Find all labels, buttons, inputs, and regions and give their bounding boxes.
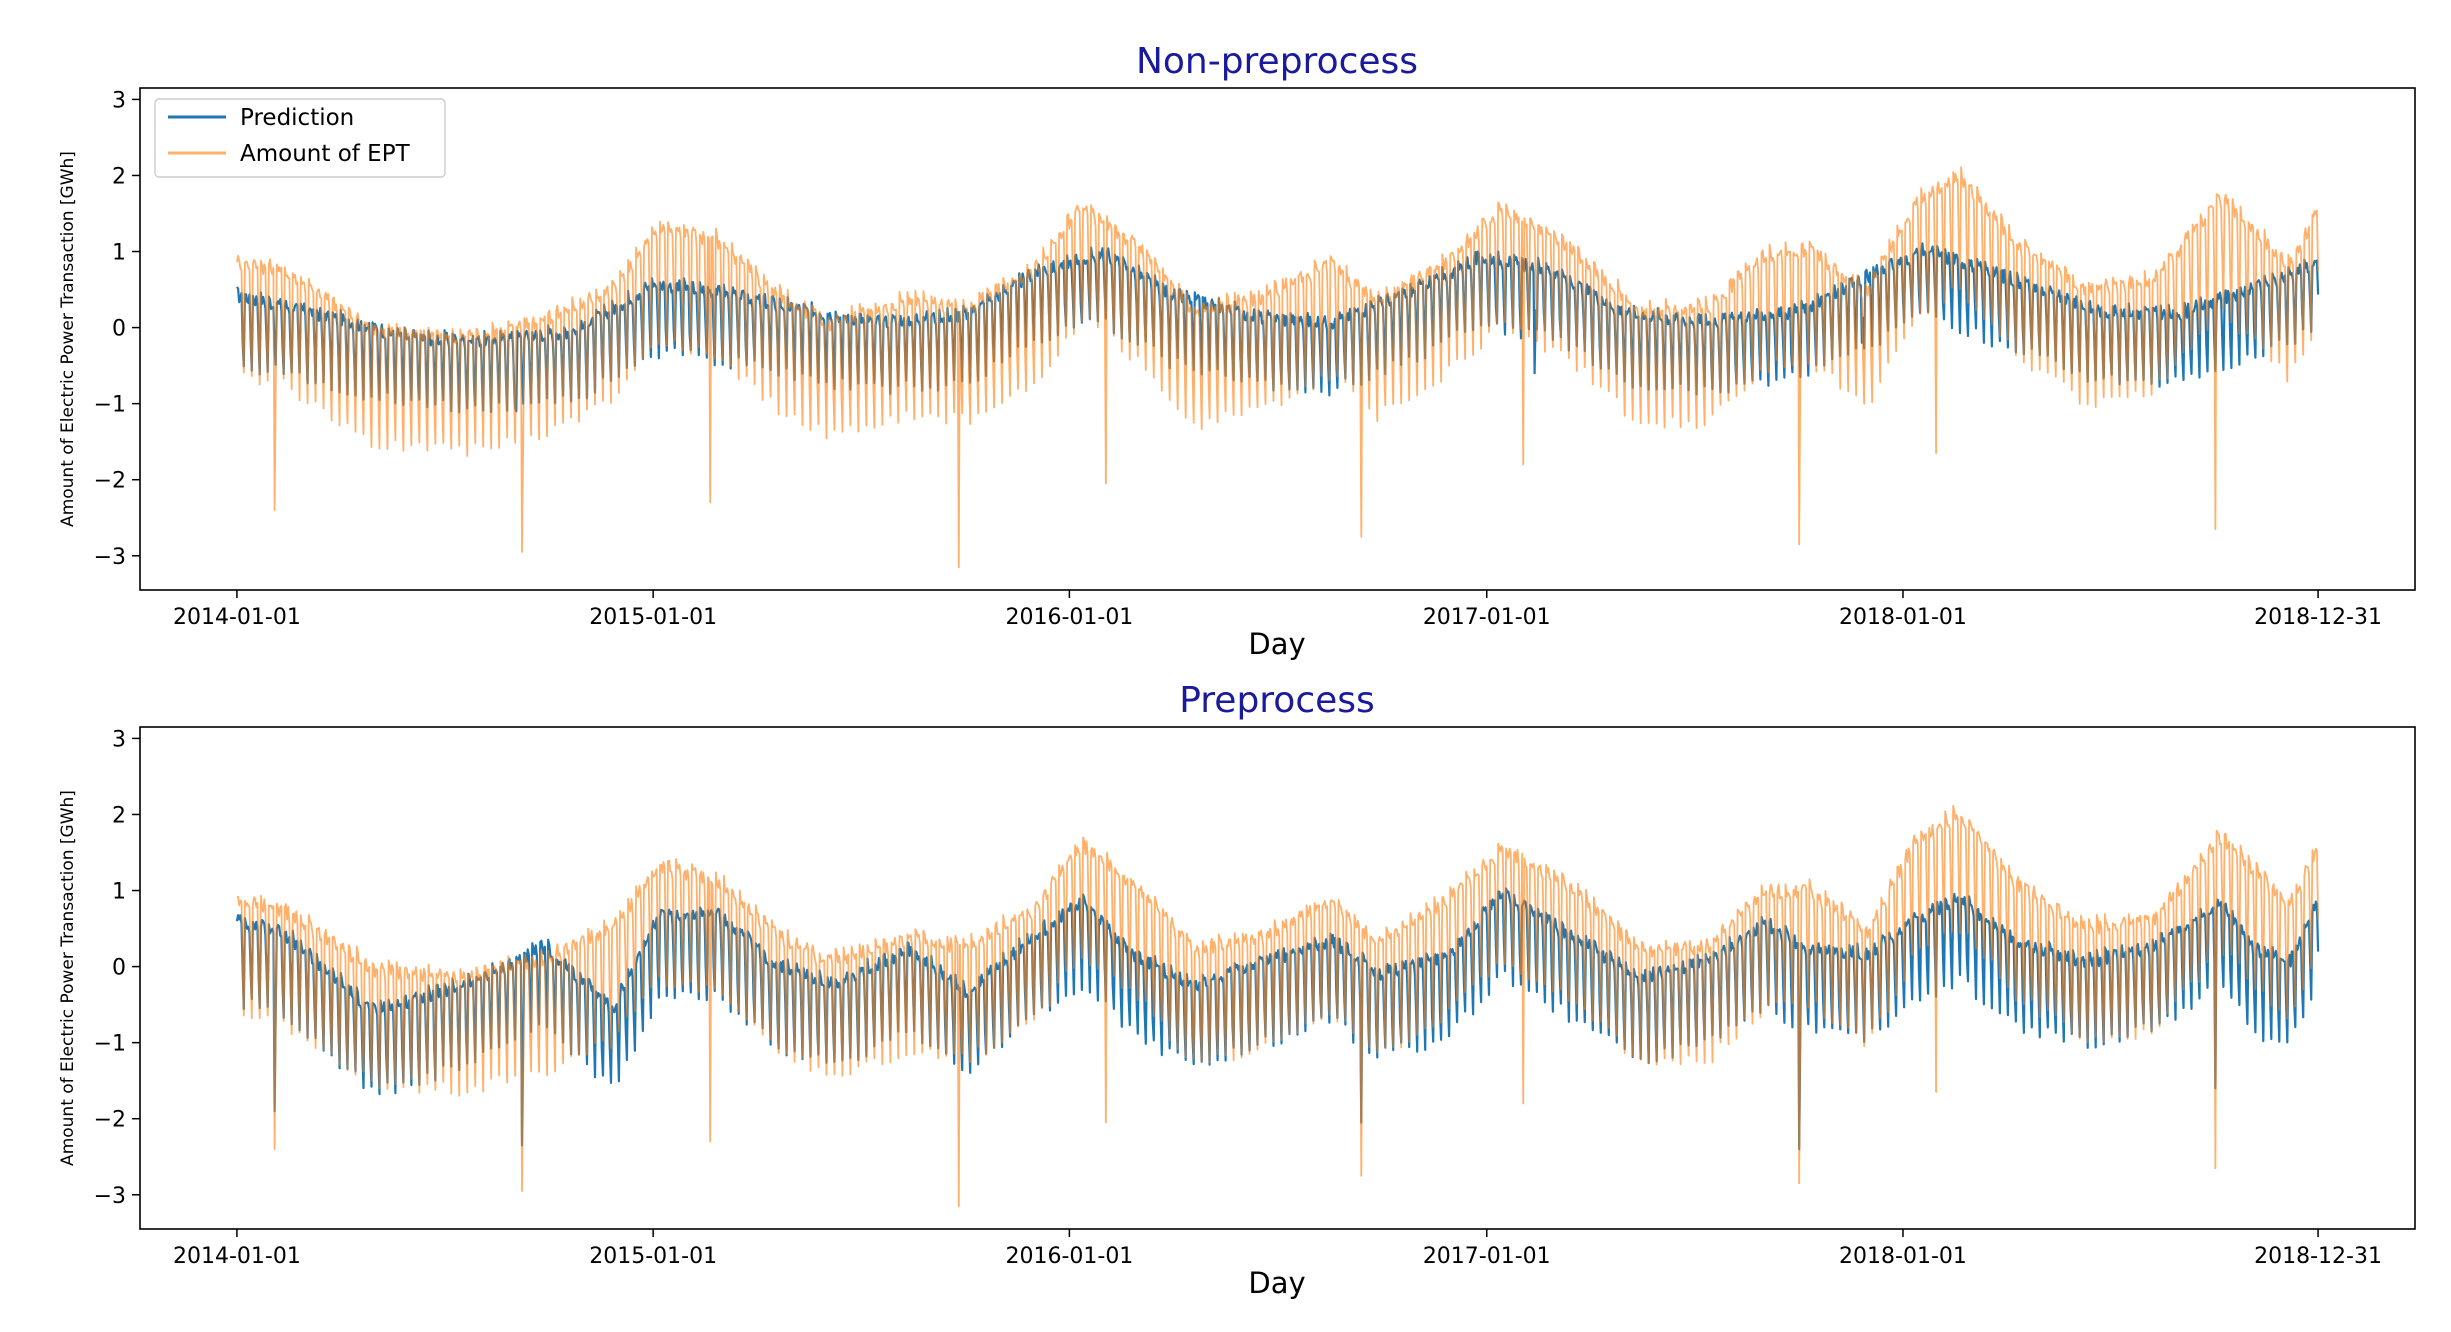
x-tick-label: 2014-01-01	[173, 1244, 301, 1269]
y-tick-label: 2	[112, 803, 126, 828]
legend-label-prediction: Prediction	[240, 105, 354, 131]
x-tick-label: 2016-01-01	[1005, 605, 1133, 630]
y-tick-label: 3	[112, 88, 126, 113]
chart-title: Non-preprocess	[1136, 41, 1418, 82]
x-tick-group: 2014-01-01 2015-01-01 2016-01-01 2017-01-01…	[173, 1229, 2382, 1269]
legend: Prediction Amount of EPT	[154, 98, 446, 178]
x-tick-label: 2018-12-31	[2254, 605, 2382, 630]
chart-non-preprocess: Non-preprocess 3 2 1 0 −1 −2 −3 2014-01-01 2015…	[58, 41, 2416, 661]
x-axis-title: Day	[1248, 1266, 1305, 1300]
y-tick-group: 3 2 1 0 −1 −2 −3	[94, 727, 140, 1209]
y-tick-label: 1	[112, 880, 126, 905]
y-axis-title: Amount of Electric Power Transaction [GW…	[58, 790, 78, 1166]
series-line-prediction	[236, 242, 2320, 414]
y-tick-label: 0	[112, 317, 126, 342]
x-tick-label: 2017-01-01	[1423, 1244, 1551, 1269]
y-tick-label: −1	[94, 1032, 126, 1057]
plot-series	[236, 166, 2320, 569]
chart-preprocess: Preprocess 3 2 1 0 −1 −2 −3 2014-01-01 2015-01-…	[58, 680, 2416, 1300]
plot-frame	[139, 726, 2416, 1230]
y-tick-label: −1	[94, 393, 126, 418]
series-line-prediction	[235, 887, 2320, 1151]
y-tick-label: 2	[112, 164, 126, 189]
series-line-amount-of-ept	[236, 166, 2319, 569]
x-tick-label: 2016-01-01	[1005, 1244, 1133, 1269]
y-tick-label: −3	[94, 1184, 126, 1209]
plot-frame	[139, 87, 2416, 591]
x-tick-label: 2015-01-01	[589, 605, 717, 630]
x-tick-label: 2018-01-01	[1839, 1244, 1967, 1269]
x-tick-label: 2018-12-31	[2254, 1244, 2382, 1269]
y-tick-group: 3 2 1 0 −1 −2 −3	[94, 88, 140, 570]
y-axis-title: Amount of Electric Power Transaction [GW…	[58, 151, 78, 527]
x-tick-group: 2014-01-01 2015-01-01 2016-01-01 2017-01-01…	[173, 590, 2382, 630]
x-tick-label: 2017-01-01	[1423, 605, 1551, 630]
chart-title: Preprocess	[1179, 680, 1375, 721]
y-tick-label: 0	[112, 956, 126, 981]
y-tick-label: −2	[94, 469, 126, 494]
x-tick-label: 2014-01-01	[173, 605, 301, 630]
y-tick-label: 1	[112, 241, 126, 266]
x-tick-label: 2018-01-01	[1839, 605, 1967, 630]
legend-box	[154, 98, 446, 178]
y-tick-label: −3	[94, 545, 126, 570]
x-axis-title: Day	[1248, 627, 1305, 661]
series-line-amount-of-ept	[236, 804, 2319, 1208]
legend-label-amount-of-ept: Amount of EPT	[240, 141, 411, 167]
plot-series	[235, 804, 2320, 1208]
y-tick-label: −2	[94, 1108, 126, 1133]
x-tick-label: 2015-01-01	[589, 1244, 717, 1269]
y-tick-label: 3	[112, 727, 126, 752]
